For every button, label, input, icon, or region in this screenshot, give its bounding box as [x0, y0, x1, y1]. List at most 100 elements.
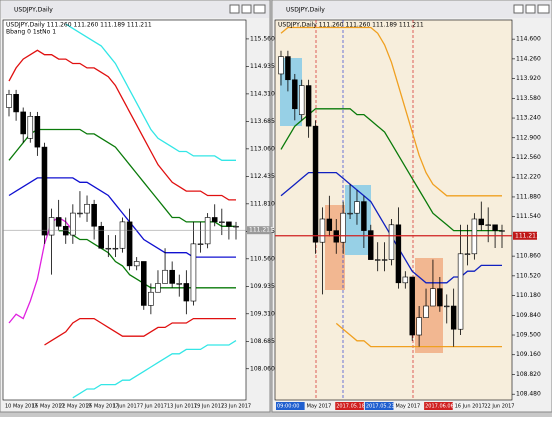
indicator-line — [280, 108, 502, 232]
candle-body — [77, 212, 83, 215]
y-tick-label: 110.180 — [516, 292, 541, 299]
candle-body — [333, 230, 339, 243]
y-tick-label: 110.860 — [516, 253, 541, 260]
price-label: 111.211 — [515, 232, 540, 239]
candle-body — [48, 217, 55, 236]
candle-body — [140, 261, 147, 306]
close-button[interactable] — [537, 4, 550, 14]
candle-body — [155, 283, 161, 293]
y-tick-label: 109.160 — [516, 351, 541, 358]
candle-body — [423, 305, 429, 318]
candle-body — [492, 224, 498, 231]
indicator-line — [8, 216, 74, 324]
candle-body — [354, 201, 360, 214]
y-tick-label: 109.310 — [250, 310, 275, 317]
x-tick-label: 23 Jun 2017 — [221, 404, 251, 410]
chart-info: Bbang 0 1stNo 1 — [6, 29, 56, 36]
candle-body — [6, 94, 12, 108]
y-tick-label: 114.935 — [250, 63, 275, 70]
y-tick-label: 114.260 — [516, 55, 541, 62]
y-tick-label: 115.560 — [250, 35, 275, 42]
x-tick-label: May 2017 — [307, 404, 332, 410]
candle-body — [197, 243, 204, 245]
x-tick-label: 10 May 2017 — [5, 404, 38, 410]
y-tick-label: 111.880 — [516, 193, 541, 200]
y-tick-label: 114.600 — [516, 36, 541, 43]
y-tick-label: 113.240 — [516, 115, 541, 122]
maximize-button[interactable] — [525, 4, 536, 14]
y-tick-label: 114.310 — [250, 90, 275, 97]
candle-body — [292, 79, 298, 110]
x-tick-label: 26 May 2017 — [86, 404, 119, 410]
x-tick-label: 2017.05.18 — [336, 404, 365, 410]
candle-body — [13, 94, 19, 113]
chart-info: USDJPY,Daily 111.260 111.260 111.189 111… — [6, 22, 152, 29]
x-label-box — [276, 402, 305, 410]
x-tick-label: 13 Jun 2017 — [167, 404, 197, 410]
candle-body — [233, 225, 239, 228]
candle-body — [41, 146, 48, 236]
y-tick-label: 113.580 — [516, 95, 541, 102]
candle-body — [126, 221, 133, 267]
indicator-line — [72, 340, 237, 399]
chart-info: USDJPY,Daily 111.260 111.260 111.189 111… — [278, 22, 424, 29]
candle-body — [70, 212, 76, 236]
indicator-line — [280, 26, 502, 197]
candle-body — [478, 218, 484, 226]
y-tick-label: 112.900 — [516, 134, 541, 141]
y-tick-label: 110.520 — [516, 272, 541, 279]
x-tick-label: 22 May 2017 — [59, 404, 92, 410]
candle-body — [319, 218, 326, 243]
highlight-box — [345, 185, 371, 255]
y-tick-label: 108.685 — [250, 338, 275, 345]
candle-body — [499, 230, 505, 232]
candle-body — [347, 212, 353, 215]
x-tick-label: 19 Jun 2017 — [194, 404, 224, 410]
candle-body — [395, 224, 402, 284]
candle-body — [169, 269, 175, 284]
candle-body — [20, 111, 26, 135]
candle-body — [211, 217, 218, 223]
candle-body — [219, 221, 225, 223]
candle-body — [105, 247, 112, 250]
indicator-line — [8, 128, 236, 227]
candle-body — [204, 217, 211, 245]
candle-body — [55, 217, 62, 227]
candle-body — [112, 247, 119, 250]
x-label-box — [424, 402, 453, 410]
x-tick-label: 2017.06.06 08:00 — [425, 404, 470, 410]
candle-body — [305, 85, 312, 127]
candle-body — [190, 243, 197, 302]
maximize-button[interactable] — [241, 4, 252, 14]
y-tick-label: 113.685 — [250, 118, 275, 125]
x-label-box — [364, 402, 394, 410]
candle-body — [133, 261, 140, 267]
y-tick-label: 109.840 — [516, 312, 541, 319]
candle-body — [84, 203, 90, 214]
x-tick-label: 1 Jun 2017 — [113, 404, 140, 410]
plot-area — [274, 19, 513, 401]
title-bar — [273, 1, 551, 18]
candle-body — [176, 283, 183, 285]
candle-body — [450, 305, 457, 330]
candle-body — [299, 85, 305, 115]
candle-body — [98, 225, 105, 249]
candle-body — [409, 276, 415, 336]
candle-body — [162, 269, 168, 284]
x-tick-label: 16 Jun 2017 — [455, 404, 485, 410]
candle-body — [471, 218, 478, 255]
indicator-line — [8, 49, 236, 201]
candle-body — [119, 221, 126, 249]
close-button[interactable] — [253, 4, 266, 14]
y-tick-label: 113.920 — [516, 75, 541, 82]
price-label-box — [513, 231, 537, 240]
candle-body — [326, 218, 333, 231]
minimize-button[interactable] — [513, 4, 524, 14]
price-label: 111.211 — [249, 227, 274, 234]
candle-body — [91, 203, 97, 227]
minimize-button[interactable] — [229, 4, 240, 14]
candle-body — [430, 288, 436, 307]
x-tick-label: 7 Jun 2017 — [140, 404, 167, 410]
x-tick-label: 09:00:00 — [277, 404, 299, 410]
